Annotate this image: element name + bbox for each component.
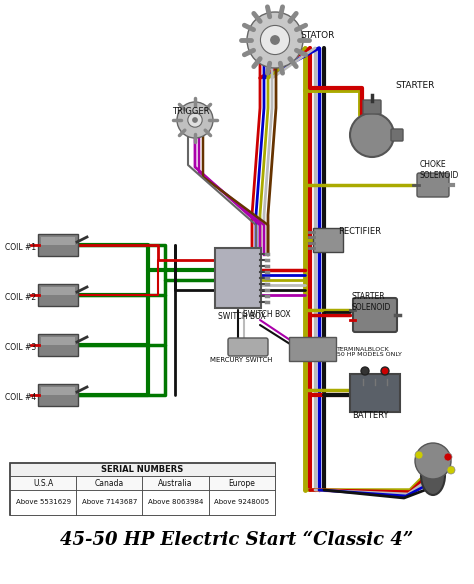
Circle shape [415, 443, 451, 479]
FancyBboxPatch shape [350, 374, 400, 412]
Circle shape [381, 367, 389, 375]
Circle shape [447, 466, 455, 474]
Bar [209, 490, 275, 515]
Circle shape [426, 449, 430, 454]
Text: TRIGGER: TRIGGER [172, 107, 210, 116]
Text: CHOKE
SOLENOID: CHOKE SOLENOID [420, 160, 459, 180]
Circle shape [350, 113, 394, 157]
Text: U.S.A: U.S.A [33, 478, 53, 488]
Circle shape [436, 464, 440, 468]
Text: Above 8063984: Above 8063984 [148, 499, 203, 506]
Text: COIL #4: COIL #4 [5, 394, 36, 402]
Circle shape [444, 453, 452, 461]
Circle shape [361, 367, 369, 375]
FancyBboxPatch shape [41, 237, 75, 245]
FancyBboxPatch shape [38, 384, 78, 406]
Text: 45-50 HP Electric Start “Classic 4”: 45-50 HP Electric Start “Classic 4” [60, 531, 414, 549]
FancyBboxPatch shape [313, 228, 343, 252]
Circle shape [247, 12, 303, 68]
Circle shape [415, 451, 423, 459]
FancyBboxPatch shape [228, 338, 268, 356]
Text: SWITCH BOX: SWITCH BOX [243, 310, 291, 319]
FancyBboxPatch shape [38, 284, 78, 306]
Text: RECTIFIER: RECTIFIER [338, 228, 381, 237]
Text: Canada: Canada [95, 478, 124, 488]
Circle shape [177, 102, 213, 138]
FancyBboxPatch shape [41, 287, 75, 295]
Text: Europe: Europe [228, 478, 255, 488]
Circle shape [436, 449, 440, 454]
Text: SWITCH BOX: SWITCH BOX [218, 312, 265, 321]
Bar [209, 476, 275, 490]
Circle shape [420, 457, 426, 461]
Circle shape [430, 457, 436, 461]
Text: Above 9248005: Above 9248005 [214, 499, 269, 506]
FancyBboxPatch shape [41, 337, 75, 345]
FancyBboxPatch shape [38, 334, 78, 356]
Text: COIL #1: COIL #1 [5, 244, 36, 252]
Circle shape [440, 457, 446, 461]
Text: STARTER: STARTER [395, 81, 434, 89]
Text: BATTERY: BATTERY [352, 411, 389, 419]
Bar [143, 476, 209, 490]
Bar [10, 463, 275, 515]
Circle shape [260, 26, 290, 54]
Text: Above 5531629: Above 5531629 [16, 499, 71, 506]
Bar [76, 490, 143, 515]
FancyBboxPatch shape [417, 173, 449, 197]
Bar [76, 476, 143, 490]
Circle shape [426, 464, 430, 468]
FancyBboxPatch shape [391, 129, 403, 141]
Text: COIL #2: COIL #2 [5, 294, 36, 303]
Text: Above 7143687: Above 7143687 [82, 499, 137, 506]
Circle shape [193, 118, 197, 122]
FancyBboxPatch shape [215, 248, 261, 308]
Text: MERCURY SWITCH: MERCURY SWITCH [210, 357, 273, 363]
Circle shape [188, 113, 202, 127]
FancyBboxPatch shape [363, 100, 381, 114]
FancyBboxPatch shape [289, 337, 336, 361]
Circle shape [271, 36, 279, 44]
FancyBboxPatch shape [353, 298, 397, 332]
Text: STATOR: STATOR [300, 30, 334, 40]
Bar [143, 490, 209, 515]
FancyBboxPatch shape [38, 234, 78, 256]
Bar [10, 476, 76, 490]
Text: SERIAL NUMBERS: SERIAL NUMBERS [101, 465, 183, 474]
Text: COIL #3: COIL #3 [5, 343, 36, 353]
Bar [10, 490, 76, 515]
Text: Australia: Australia [158, 478, 193, 488]
Text: STARTER
SOLENOID: STARTER SOLENOID [352, 293, 392, 312]
FancyBboxPatch shape [41, 387, 75, 395]
Ellipse shape [421, 455, 445, 495]
Text: TERMINALBLOCK
50 HP MODELS ONLY: TERMINALBLOCK 50 HP MODELS ONLY [337, 346, 402, 357]
Bar [10, 463, 275, 476]
